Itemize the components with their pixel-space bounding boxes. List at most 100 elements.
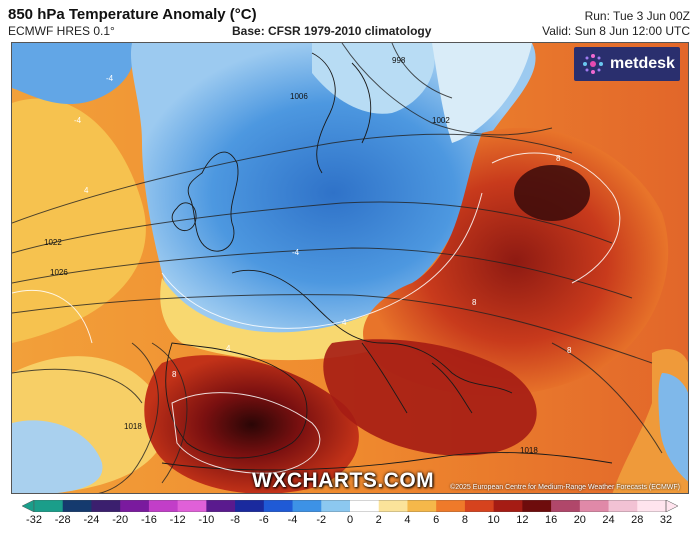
isobar [98,342,159,493]
anomaly-label: 8 [172,370,177,379]
ireland-coast [171,202,197,232]
colorbar-segment [120,500,150,512]
colorbar-tick-label: -6 [258,514,269,526]
isobar [151,342,188,484]
colorbar-segment [263,500,294,512]
valid-time-label: Valid: Sun 8 Jun 12:00 UTC [542,24,690,38]
colorbar-tick-label: 28 [631,514,644,526]
metdesk-logo: metdesk [574,47,680,81]
anomaly-contour [171,392,321,474]
colorbar-tick-label: -28 [54,514,71,526]
colorbar-segment [206,500,236,512]
colorbar-segment [235,500,265,512]
colorbar-segment [493,500,523,512]
header-bar: 850 hPa Temperature Anomaly (°C) ECMWF H… [0,0,700,42]
cold-anomaly-region [130,43,536,343]
isobar-label: 1018 [124,422,142,431]
colorbar-tick-label: 6 [433,514,440,526]
mediterranean-warm-region [323,339,537,456]
anomaly-label: -4 [74,116,82,125]
isobar [341,43,553,136]
colorbar-tick-label: -12 [169,514,186,526]
colorbar-segment [637,500,667,512]
isobar-label: 1018 [520,446,538,455]
northwest-cold-patch [12,43,134,105]
colorbar-high-arrow [665,500,678,512]
british-isles-coast [187,151,239,252]
isobar [12,247,633,299]
colorbar-tick-label: -32 [26,514,42,526]
isobar [391,43,453,99]
italy-balkans-coast [361,342,473,414]
continental-coast [231,269,513,394]
colorbar-segment [148,500,179,512]
isobar-label: 1006 [290,92,308,101]
colorbar-tick-label: -4 [287,514,298,526]
iberia-coast [165,342,308,459]
anomaly-map[interactable]: 998 1002 1006 1022 1026 1018 1018 -4 -4 … [11,42,689,494]
anomaly-label: 8 [556,154,561,163]
anomaly-contours [12,152,621,474]
ecmwf-copyright: ©2025 European Centre for Medium-Range W… [450,484,680,491]
isobar [12,294,653,364]
anomaly-label: 8 [567,346,572,355]
colorbar-low-arrow [22,500,35,512]
colorbar-segment [551,500,581,512]
scandinavia-mild-patch [312,43,435,114]
colorbar-tick-label: 8 [461,514,468,526]
wxcharts-watermark: WXCHARTS.COM [252,469,435,492]
isobar [12,133,573,224]
colorbar-tick-label: 12 [516,514,529,526]
colorbar [22,500,678,512]
colorbar-tick-label: 16 [544,514,558,526]
anomaly-contour [12,289,93,344]
colorbar-segment [91,500,121,512]
colorbar-segment [436,500,466,512]
colorbar-segment [62,500,92,512]
climatology-base-label: Base: CFSR 1979-2010 climatology [232,24,432,38]
isobar-label: 1026 [50,268,68,277]
coastlines [161,52,613,471]
colorbar-segment [350,500,380,512]
warm-anomaly-east [363,127,669,396]
north-africa-coast [161,452,613,471]
colorbar-tick-label: 0 [346,514,354,526]
colorbar-tick-labels: -32 -28 -24 -20 -16 -12 -10 -8 -6 -4 -2 0 2 4 6 8 10 12 16… [0,512,700,532]
colorbar-tick-label: -8 [230,514,240,526]
scandinavia-coast [311,52,372,174]
isobar-label: 1002 [432,116,450,125]
colorbar-tick-label: 2 [375,514,382,526]
hot-core-southwest [144,355,359,493]
colorbar-segment [464,500,495,512]
hot-core-northeast [514,165,590,221]
anomaly-label: 4 [84,186,89,195]
colorbar-tick-label: -10 [198,514,215,526]
colorbar-tick-label: -24 [83,514,100,526]
chart-title: 850 hPa Temperature Anomaly (°C) [8,6,257,23]
anomaly-contour [161,192,483,329]
isobar [12,201,613,254]
anomaly-label: 8 [472,298,477,307]
colorbar-tick-label: 20 [573,514,586,526]
isobar-label: 1022 [44,238,62,247]
metdesk-logo-text: metdesk [610,55,675,72]
southwest-cool-patch [12,420,103,493]
anomaly-contour [491,152,621,284]
colorbar-segment [407,500,437,512]
map-svg: 998 1002 1006 1022 1026 1018 1018 -4 -4 … [12,43,688,493]
isobar-lines [12,43,663,493]
anomaly-label: 4 [342,318,347,327]
colorbar-segment [579,500,610,512]
southeast-cool-patch [658,373,688,482]
colorbar-segment [34,500,64,512]
colorbar-tick-label: 10 [487,514,500,526]
colorbar-outline [33,500,667,512]
colorbar-tick-label: -2 [316,514,327,526]
colorbar-segment [608,500,638,512]
atlantic-warm-band [12,98,146,343]
colorbar-segment [292,500,322,512]
colorbar-segment [522,500,552,512]
colorbar-segment [378,500,408,512]
anomaly-label: -4 [106,74,114,83]
isobar [12,368,143,404]
